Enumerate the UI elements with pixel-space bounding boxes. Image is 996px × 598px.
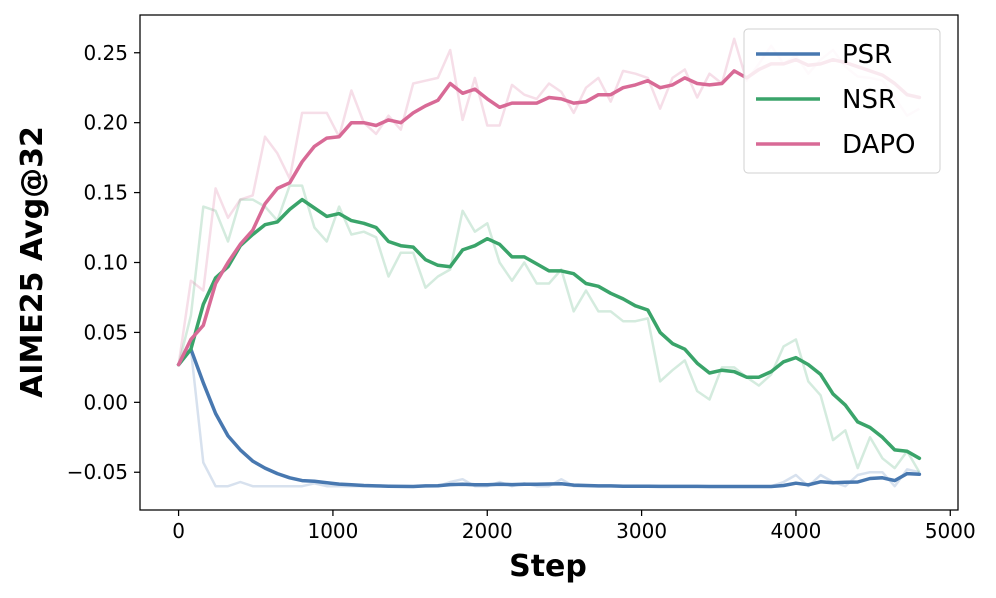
x-axis-title: Step bbox=[509, 549, 587, 584]
psr-legend-label: PSR bbox=[842, 40, 892, 70]
y-axis-title: AIME25 Avg@32 bbox=[15, 126, 50, 398]
legend: PSR NSR DAPO bbox=[743, 28, 941, 174]
x-tick-label: 4000 bbox=[770, 519, 821, 543]
series-layer bbox=[176, 37, 922, 489]
y-tick-label: 0.10 bbox=[83, 251, 128, 275]
y-tick-label: −0.05 bbox=[67, 460, 128, 484]
x-tick-label: 1000 bbox=[307, 519, 358, 543]
x-tick-label: 2000 bbox=[462, 519, 513, 543]
psr-smoothed-line bbox=[176, 347, 922, 489]
y-tick-label: 0.15 bbox=[83, 181, 128, 205]
dapo-legend-label: DAPO bbox=[842, 130, 916, 160]
y-tick-label: 0.20 bbox=[83, 111, 128, 135]
nsr-raw-line bbox=[177, 184, 921, 473]
legend-box bbox=[743, 28, 941, 174]
nsr-smoothed-line bbox=[176, 197, 922, 461]
x-tick-label: 5000 bbox=[925, 519, 976, 543]
psr-raw-line bbox=[177, 347, 920, 488]
x-tick-label: 3000 bbox=[616, 519, 667, 543]
y-tick-label: 0.05 bbox=[83, 320, 128, 344]
y-tick-label: 0.25 bbox=[83, 41, 128, 65]
x-tick-label: 0 bbox=[172, 519, 185, 543]
nsr-legend-label: NSR bbox=[842, 85, 896, 115]
ticks-layer: 0 1000 2000 3000 4000 5000 −0.05 0.00 0.05 0.10 0.… bbox=[67, 41, 976, 543]
y-tick-label: 0.00 bbox=[83, 390, 128, 414]
